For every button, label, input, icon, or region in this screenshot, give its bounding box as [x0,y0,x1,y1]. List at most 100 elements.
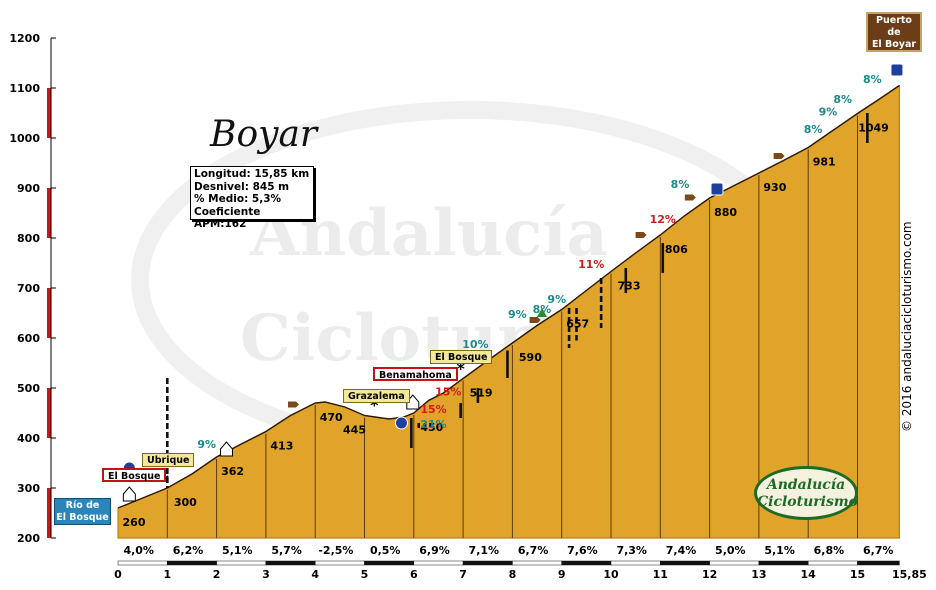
segment-gradient-label: 6,9% [419,544,450,557]
route-icons: *** [122,63,904,502]
x-tick-label: 14 [801,568,817,581]
y-tick-label: 400 [17,432,40,445]
segment-gradient-labels: 4,0% 6,2% 5,1% 5,7% -2,5% 0,5% 6,9% 7,1% 6,7% 7,6… [123,544,893,557]
altitude-label: 657 [566,318,589,331]
x-axis-band [660,560,710,566]
altitude-label: 981 [813,156,836,169]
y-tick-label: 500 [17,382,40,395]
altitude-label: 362 [221,465,244,478]
x-tick-label: 6 [410,568,418,581]
segment-gradient-label: 6,2% [173,544,204,557]
x-tick-label: 15,85 [892,568,927,581]
x-tick-label: 3 [262,568,270,581]
segment-gradient-label: 5,7% [271,544,302,557]
altitude-label: 260 [123,516,146,529]
x-tick-label: 10 [603,568,619,581]
badge-line-1: Andalucía [766,477,846,493]
y-tick-label: 900 [17,182,40,195]
y-tick-label: 1200 [9,32,40,45]
y-tick-label: 1000 [9,132,40,145]
info-apm-coefficient: Coeficiente APM:162 [194,205,261,231]
ramp-percent-label: 8% [833,93,852,106]
junction-star-icon: * [370,396,379,415]
x-tick-label: 2 [213,568,221,581]
info-elevation-gain: Desnivel: 845 m [194,180,290,193]
x-axis-band [857,560,900,566]
altitude-label: 590 [519,351,542,364]
x-tick-label: 15 [850,568,865,581]
andalucia-cicloturismo-badge: Andalucía Cicloturismo [754,466,858,520]
chart-title: Boyar [209,114,319,155]
place-grazalema: Grazalema [343,389,410,403]
crossroads-icon [394,416,408,430]
x-axis-band [167,560,217,566]
y-axis-band [47,388,51,438]
y-axis-band [47,288,51,338]
y-tick-label: 700 [17,282,40,295]
segment-gradient-label: 0,5% [370,544,401,557]
direction-sign-icon [684,194,696,201]
x-tick-label: 0 [114,568,122,581]
ramp-percent-label: 9% [197,438,216,451]
x-tick-label: 5 [361,568,369,581]
summit-sign-line-3: 1105 m [874,51,914,62]
summit-sign-line-2: El Boyar [871,39,917,50]
x-axis-band [462,560,513,566]
y-axis-band [47,38,51,88]
altitude-label: 445 [343,424,366,437]
y-axis-band [47,188,51,238]
x-axis-band [314,560,365,566]
ramp-percent-label: 15% [420,403,446,416]
x-tick-label: 12 [702,568,717,581]
ramp-percent-label: 9% [819,106,838,119]
ramp-percent-label: 8% [804,123,823,136]
y-axis-band [47,138,51,188]
climb-info-box: Longitud: 15,85 km Desnivel: 845 m % Med… [190,166,314,230]
info-length: Longitud: 15,85 km [194,168,310,180]
y-tick-label: 600 [17,332,40,345]
ramp-percent-label: 10% [462,338,488,351]
start-sign: Río de El Bosque [54,498,111,525]
x-tick-label: 4 [311,568,319,581]
y-tick-label: 800 [17,232,40,245]
ramp-percent-label: 8% [671,178,690,191]
altitude-label: 1049 [858,122,889,135]
x-axis-band [807,560,858,566]
altitude-label: 450 [420,421,443,434]
x-axis-band [561,560,612,566]
x-axis-band [512,560,562,566]
segment-gradient-label: 6,8% [814,544,845,557]
x-axis-band [709,560,760,566]
ramp-markers [166,113,869,488]
direction-sign-icon [288,401,300,408]
segment-gradient-label: 5,1% [222,544,253,557]
y-tick-label: 300 [17,482,40,495]
x-axis-band [364,560,415,566]
parking-icon [710,182,724,196]
junction-star-icon: * [456,359,465,378]
summit-sign: Puerto de El Boyar 1105 m [866,12,922,62]
direction-sign-icon [635,232,647,238]
altitude-label: 930 [763,181,786,194]
segment-gradient-label: 5,1% [764,544,795,557]
x-tick-label: 11 [653,568,668,581]
x-tick-label: 9 [558,568,566,581]
segment-gradient-label: 6,7% [518,544,549,557]
x-axis-band [610,560,661,566]
altitude-label: 733 [618,280,641,293]
y-axis-band [47,88,51,138]
segment-gradient-label: -2,5% [318,544,353,557]
altitude-label: 519 [470,387,493,400]
x-tick-label: 1 [163,568,171,581]
segment-gradient-label: 7,1% [469,544,500,557]
direction-sign-icon [529,317,541,323]
profile-outline [117,84,900,509]
altitude-label: 806 [665,243,688,256]
place-el-bosque-start: El Bosque [102,468,167,482]
ramp-percent-label: 8% [863,73,882,86]
tree-icon [536,308,547,317]
start-sign-line-1: Río de [65,500,100,511]
badge-line-2: Cicloturismo [757,494,859,510]
place-ubrique: Ubrique [142,453,195,467]
ramp-percent-label: 15% [435,386,461,399]
